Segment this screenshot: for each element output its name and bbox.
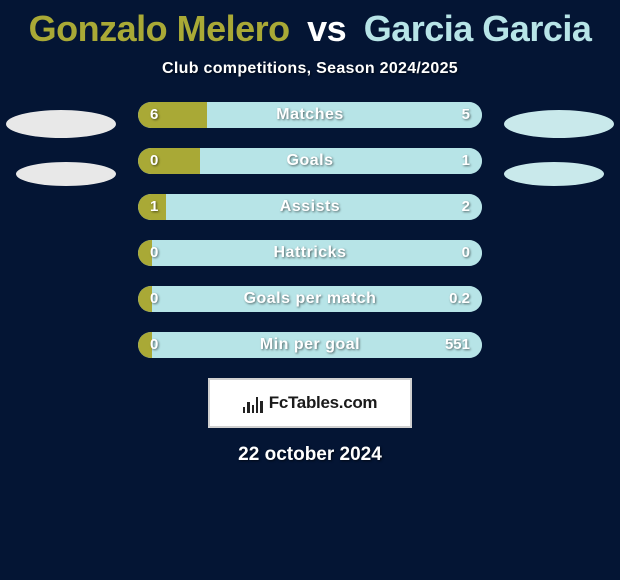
player1-name: Gonzalo Melero [29,8,290,49]
bar-value-right: 0.2 [449,286,470,312]
bar-label: Goals per match [138,286,482,312]
bar-label: Matches [138,102,482,128]
bar-label: Assists [138,194,482,220]
bar-row: 0Hattricks0 [138,240,482,266]
bar-row: 0Goals per match0.2 [138,286,482,312]
decor-ellipse-left-2 [16,162,116,186]
fctables-logo-icon [243,393,263,413]
bar-label: Min per goal [138,332,482,358]
bar-value-right: 5 [462,102,470,128]
bar-label: Goals [138,148,482,174]
decor-ellipse-right-1 [504,110,614,138]
bar-row: 0Min per goal551 [138,332,482,358]
bars-container: 6Matches50Goals11Assists20Hattricks00Goa… [138,102,482,358]
vs-text: vs [307,8,346,49]
comparison-title: Gonzalo Melero vs Garcia Garcia [0,0,620,50]
decor-ellipse-left-1 [6,110,116,138]
date-label: 22 october 2024 [0,444,620,466]
badge-text: FcTables.com [269,393,378,413]
bar-value-right: 551 [445,332,470,358]
bar-row: 6Matches5 [138,102,482,128]
bar-value-right: 1 [462,148,470,174]
fctables-badge: FcTables.com [208,378,412,428]
player2-name: Garcia Garcia [364,8,592,49]
subtitle: Club competitions, Season 2024/2025 [0,60,620,78]
chart-area: 6Matches50Goals11Assists20Hattricks00Goa… [0,102,620,358]
bar-label: Hattricks [138,240,482,266]
bar-value-right: 2 [462,194,470,220]
bar-value-right: 0 [462,240,470,266]
bar-row: 0Goals1 [138,148,482,174]
decor-ellipse-right-2 [504,162,604,186]
bar-row: 1Assists2 [138,194,482,220]
